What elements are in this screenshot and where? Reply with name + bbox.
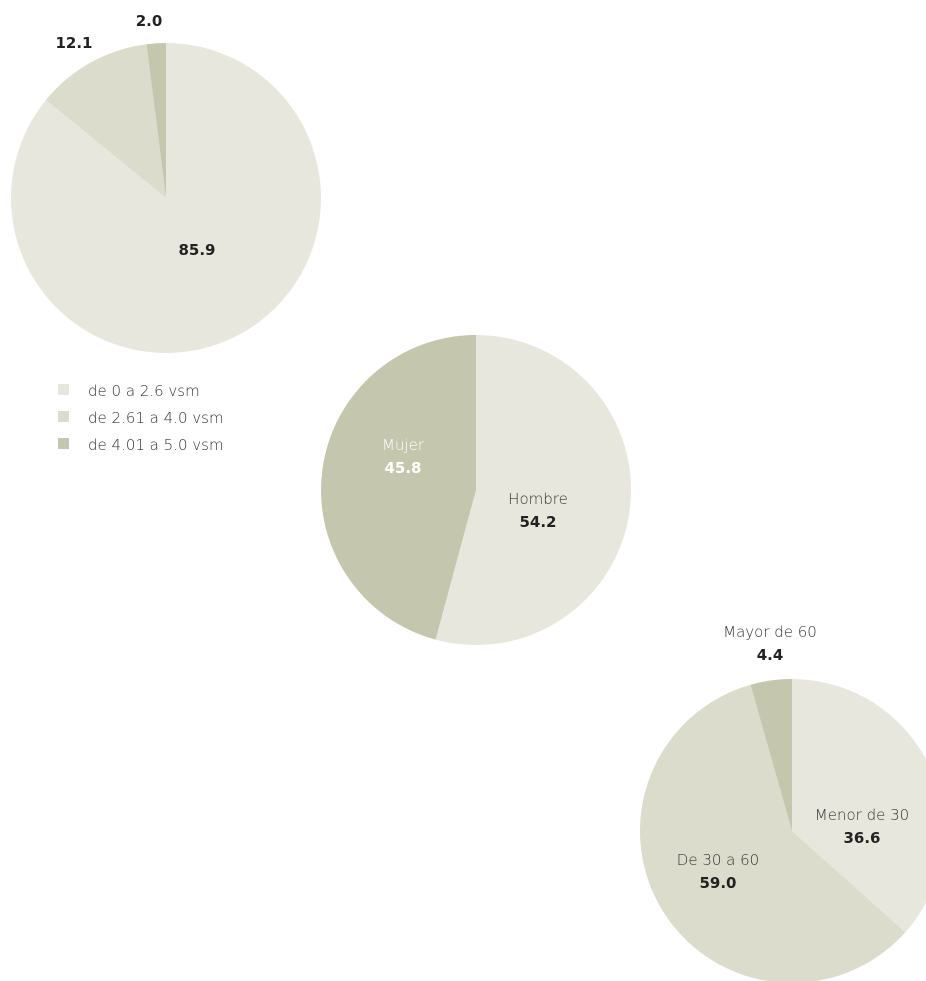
category-label-mayor-60: Mayor de 60	[723, 623, 817, 641]
pie-age-slices	[640, 679, 926, 981]
pie-slice-income-de-0-a-2-6-vsm	[10, 43, 321, 353]
pie-income-slices	[10, 43, 321, 353]
legend-label-4.01-5.0: de 4.01 a 5.0 vsm	[88, 436, 224, 454]
legend-swatch-0-2.6	[58, 384, 69, 395]
value-label-mayor-60: 4.4	[757, 646, 784, 664]
pie-gender-slices	[321, 335, 632, 646]
legend-label-2.61-4.0: de 2.61 a 4.0 vsm	[88, 409, 224, 427]
pie-slice-age-menor-de-30	[792, 679, 926, 933]
category-label-menor-30: Menor de 30	[815, 806, 909, 824]
pie-chart-gender: Hombre 54.2 Mujer 45.8	[321, 335, 632, 646]
pie-slice-age-mayor-de-60	[750, 679, 792, 831]
value-label-mujer: 45.8	[384, 459, 421, 477]
legend-item-2.61-4.0: de 2.61 a 4.0 vsm	[58, 409, 224, 427]
legend-swatch-4.01-5.0	[58, 438, 69, 449]
value-label-income-0-2.6: 85.9	[178, 241, 215, 259]
pie-slice-gender-mujer	[321, 335, 476, 640]
pie-slice-income-de-4-01-a-5-0-vsm	[146, 43, 166, 198]
legend-item-0-2.6: de 0 a 2.6 vsm	[58, 382, 200, 400]
category-label-30-60: De 30 a 60	[677, 851, 759, 869]
value-label-income-4.01-5.0: 2.0	[136, 12, 163, 30]
category-label-mujer: Mujer	[382, 436, 425, 454]
pie-chart-income: 85.9 12.1 2.0	[10, 12, 321, 353]
pie-slice-gender-hombre	[435, 335, 632, 646]
pie-chart-age: Mayor de 60 4.4 Menor de 30 36.6 De 30 a…	[640, 623, 926, 981]
category-label-hombre: Hombre	[508, 490, 568, 508]
pie-slice-income-de-2-61-a-4-0-vsm	[45, 44, 167, 198]
value-label-hombre: 54.2	[519, 513, 556, 531]
pie-slice-age-de-30-a-60	[640, 684, 906, 981]
legend-income: de 0 a 2.6 vsm de 2.61 a 4.0 vsm de 4.01…	[58, 382, 224, 454]
value-label-menor-30: 36.6	[843, 829, 880, 847]
value-label-30-60: 59.0	[699, 874, 736, 892]
value-label-income-2.61-4.0: 12.1	[55, 34, 92, 52]
legend-item-4.01-5.0: de 4.01 a 5.0 vsm	[58, 436, 224, 454]
legend-swatch-2.61-4.0	[58, 411, 69, 422]
legend-label-0-2.6: de 0 a 2.6 vsm	[88, 382, 200, 400]
